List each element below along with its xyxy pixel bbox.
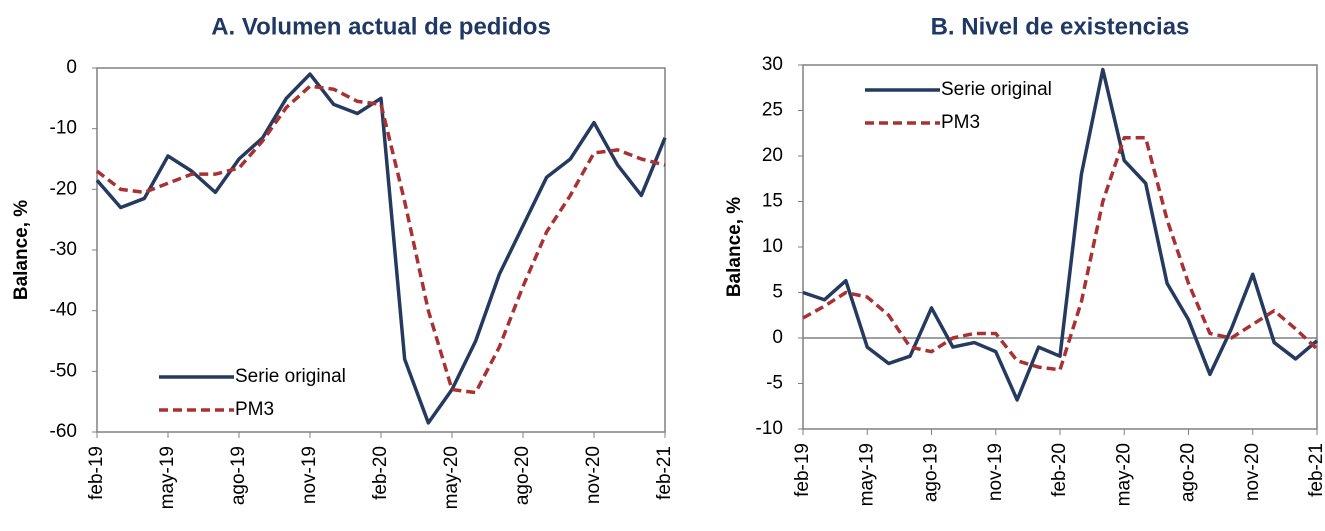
legend-label: Serie original xyxy=(235,366,346,387)
legend-label: Serie original xyxy=(941,79,1052,100)
x-tick-label: nov-20 xyxy=(1242,443,1263,501)
y-tick-label: -40 xyxy=(50,300,77,321)
y-tick-label: 25 xyxy=(762,100,783,121)
series-line xyxy=(95,84,666,395)
y-tick-label: 5 xyxy=(772,282,783,303)
x-tick-label: may-20 xyxy=(1113,443,1134,506)
y-tick-label: -10 xyxy=(756,418,783,439)
y-tick-label: -60 xyxy=(50,421,77,442)
y-tick-label: 30 xyxy=(762,54,783,75)
x-tick-label: may-20 xyxy=(441,446,462,509)
x-tick-label: ago-19 xyxy=(228,446,249,505)
x-tick-label: nov-20 xyxy=(583,446,604,504)
series-line xyxy=(802,136,1319,372)
x-tick-label: nov-19 xyxy=(299,446,320,504)
y-tick-label: 15 xyxy=(762,191,783,212)
chart-title: B. Nivel de existencias xyxy=(931,13,1190,40)
x-tick-label: ago-20 xyxy=(512,446,533,505)
x-tick-label: ago-20 xyxy=(1178,443,1199,502)
x-tick-label: may-19 xyxy=(157,446,178,509)
x-tick-label: feb-20 xyxy=(1049,443,1070,497)
y-tick-label: -30 xyxy=(50,239,77,260)
y-tick-label: 10 xyxy=(762,236,783,257)
legend-label: PM3 xyxy=(235,399,274,420)
x-tick-label: nov-19 xyxy=(985,443,1006,501)
x-tick-label: feb-21 xyxy=(1306,443,1325,497)
y-tick-label: -20 xyxy=(50,178,77,199)
x-tick-label: feb-19 xyxy=(86,446,107,500)
x-tick-label: feb-19 xyxy=(792,443,813,497)
y-tick-label: 0 xyxy=(772,327,783,348)
y-tick-label: -10 xyxy=(50,118,77,139)
series-line xyxy=(802,67,1319,402)
series-line xyxy=(95,72,667,425)
y-tick-label: -50 xyxy=(50,360,77,381)
y-tick-label: 20 xyxy=(762,145,783,166)
x-tick-label: may-19 xyxy=(856,443,877,506)
legend-label: PM3 xyxy=(941,112,980,133)
y-axis-label: Balance, % xyxy=(11,200,32,300)
chart-title: A. Volumen actual de pedidos xyxy=(211,13,551,40)
y-axis-label: Balance, % xyxy=(724,197,745,297)
plot-border xyxy=(802,64,1318,430)
y-tick-label: -5 xyxy=(766,373,783,394)
y-tick-label: 0 xyxy=(66,57,77,78)
x-tick-label: feb-20 xyxy=(370,446,391,500)
x-tick-label: feb-21 xyxy=(654,446,675,500)
x-tick-label: ago-19 xyxy=(921,443,942,502)
